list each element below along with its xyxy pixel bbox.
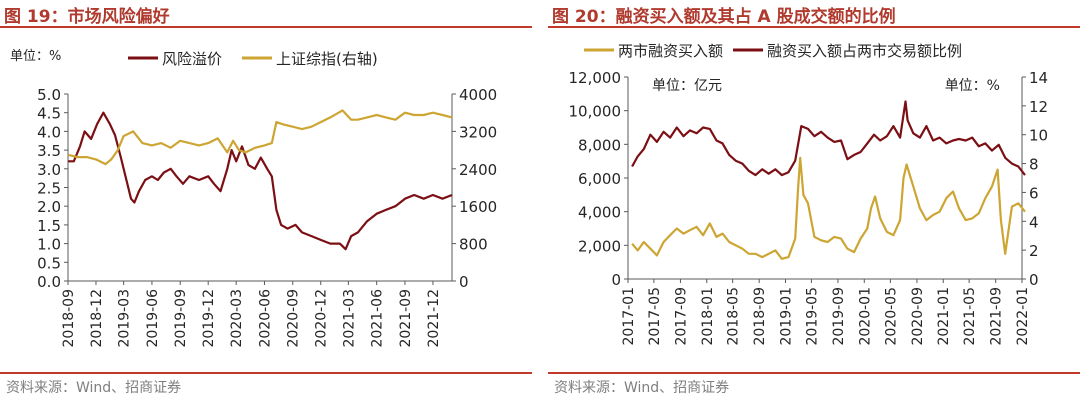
title-rule	[0, 26, 532, 28]
y-right-tick-label: 14	[1029, 69, 1048, 87]
x-tick-label: 2019-01	[779, 287, 795, 346]
legend-label: 两市融资买入额	[618, 42, 723, 60]
series-line-1	[631, 156, 1026, 260]
x-tick-label: 2017-05	[647, 287, 663, 346]
y-left-tick-label: 2.0	[37, 198, 61, 216]
x-tick-label: 2017-01	[621, 287, 637, 346]
unit-right-label: 单位：%	[945, 78, 1000, 94]
x-tick-label: 2020-06	[257, 289, 273, 348]
y-right-tick-label: 3200	[459, 123, 497, 141]
unit-left-label: 单位：亿元	[652, 78, 722, 94]
x-tick-label: 2019-09	[831, 287, 847, 346]
series-line-1	[68, 111, 453, 251]
x-tick-label: 2018-09	[752, 287, 768, 346]
y-right-tick-label: 2400	[459, 161, 497, 179]
y-left-tick-label: 0.0	[37, 273, 61, 291]
legend-label: 风险溢价	[162, 50, 222, 68]
x-tick-label: 2019-06	[145, 289, 161, 348]
y-left-tick-label: 2,000	[578, 237, 621, 255]
x-tick-label: 2019-03	[117, 289, 133, 348]
x-tick-label: 2020-09	[286, 289, 302, 348]
x-tick-label: 2020-01	[857, 287, 873, 346]
y-left-tick-label: 1.5	[37, 217, 61, 235]
y-left-tick-label: 4.5	[37, 105, 61, 123]
title-rule	[548, 26, 1080, 28]
y-left-tick-label: 4,000	[578, 204, 621, 222]
y-left-tick-label: 5.0	[37, 86, 61, 104]
y-left-tick-label: 8,000	[578, 136, 621, 154]
y-left-tick-label: 6,000	[578, 170, 621, 188]
y-right-tick-label: 6	[1029, 184, 1039, 202]
y-left-tick-label: 0.5	[37, 254, 61, 272]
source-rule	[548, 372, 1080, 374]
y-right-tick-label: 2	[1029, 242, 1039, 260]
x-tick-label: 2017-09	[673, 287, 689, 346]
x-tick-label: 2020-03	[229, 289, 245, 348]
x-tick-label: 2018-09	[61, 289, 77, 348]
x-tick-label: 2018-05	[726, 287, 742, 346]
x-tick-label: 2019-09	[173, 289, 189, 348]
x-tick-label: 2018-01	[700, 287, 716, 346]
x-tick-label: 2018-12	[89, 289, 105, 348]
x-tick-label: 2021-06	[370, 289, 386, 348]
y-right-tick-label: 12	[1029, 98, 1048, 116]
series-line-2	[631, 100, 1026, 177]
risk-premium-chart: 0.00.51.01.52.02.53.03.54.04.55.0 0 800 160…	[10, 49, 497, 348]
margin-buying-chart: 0 2,000 4,000 6,000 8,000 10,000 12,000 0 2 4 6 8 10…	[569, 42, 1049, 346]
source-rule	[0, 372, 532, 374]
x-tick-label: 2021-05	[962, 287, 978, 346]
y-left-tick-label: 10,000	[569, 103, 622, 121]
right-chart-panel: 图 20：融资买入额及其占 A 股成交额的比例 0 2,000 4,000 6,000…	[548, 0, 1080, 400]
y-right-tick-label: 4	[1029, 213, 1039, 231]
y-right-tick-label: 0	[1029, 271, 1039, 289]
source-note: 资料来源：Wind、招商证券	[554, 380, 730, 396]
y-left-tick-label: 4.0	[37, 123, 61, 141]
chart-title: 图 19：市场风险偏好	[4, 7, 170, 27]
y-right-tick-label: 8	[1029, 156, 1039, 174]
chart-title: 图 20：融资买入额及其占 A 股成交额的比例	[552, 7, 896, 27]
y-left-tick-label: 3.0	[37, 161, 61, 179]
y-right-tick-label: 4000	[459, 86, 497, 104]
legend-label: 上证综指(右轴)	[276, 50, 378, 68]
x-tick-label: 2021-03	[341, 289, 357, 348]
x-tick-label: 2020-05	[883, 287, 899, 346]
left-chart-panel: 图 19：市场风险偏好 0.0 0.5 1.0 1.5 2.0 2.5 3.0 3.5 4.0 4…	[0, 0, 532, 400]
y-left-tick-label: 2.5	[37, 180, 61, 198]
x-tick-label: 2020-12	[314, 289, 330, 348]
legend-label: 融资买入额占两市交易额比例	[767, 42, 962, 60]
x-tick-label: 2019-12	[201, 289, 217, 348]
unit-label: 单位：%	[10, 49, 61, 64]
y-right-tick-label: 800	[459, 236, 488, 254]
x-tick-label: 2021-12	[426, 289, 442, 348]
x-tick-label: 2022-01	[1015, 287, 1031, 346]
y-right-tick-label: 0	[459, 273, 469, 291]
x-tick-label: 2020-09	[910, 287, 926, 346]
y-left-tick-label: 12,000	[569, 69, 622, 87]
series-line-2	[67, 109, 453, 166]
source-note: 资料来源：Wind、招商证券	[6, 380, 182, 396]
y-left-tick-label: 0	[611, 271, 621, 289]
y-left-tick-label: 1.0	[37, 236, 61, 254]
y-left-tick-label: 3.5	[37, 142, 61, 160]
x-tick-label: 2021-01	[936, 287, 952, 346]
y-right-tick-label: 1600	[459, 198, 497, 216]
x-tick-label: 2021-09	[989, 287, 1005, 346]
y-right-tick-label: 10	[1029, 127, 1048, 145]
x-tick-label: 2021-09	[398, 289, 414, 348]
x-tick-label: 2019-05	[804, 287, 820, 346]
